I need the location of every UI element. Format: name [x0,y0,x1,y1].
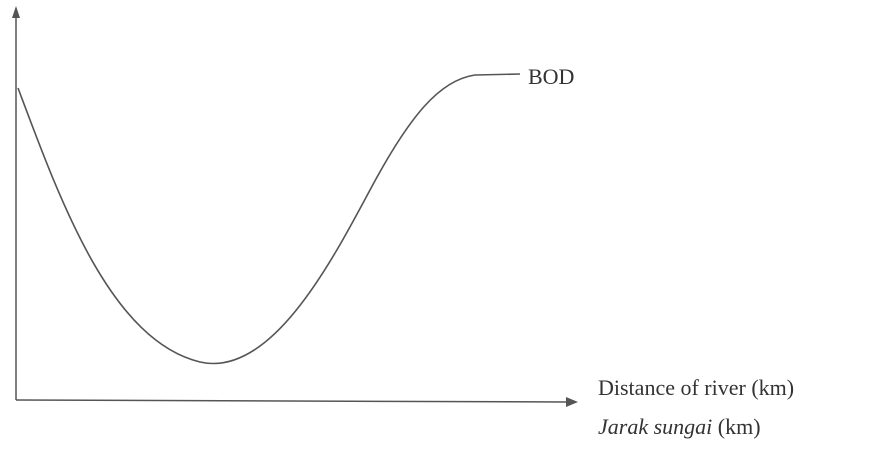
curve-label: BOD [528,64,574,89]
bod-curve [17,73,521,365]
x-axis-label-malay: Jarak sungai (km) [598,414,761,439]
x-axis-label: Distance of river (km) [598,375,794,400]
x-axis-arrow [566,397,578,407]
x-axis-label-malay-italic: Jarak sungai [598,414,712,439]
x-axis-label-malay-unit: (km) [718,414,761,439]
y-axis-arrow [12,6,20,18]
x-axis [15,399,569,403]
